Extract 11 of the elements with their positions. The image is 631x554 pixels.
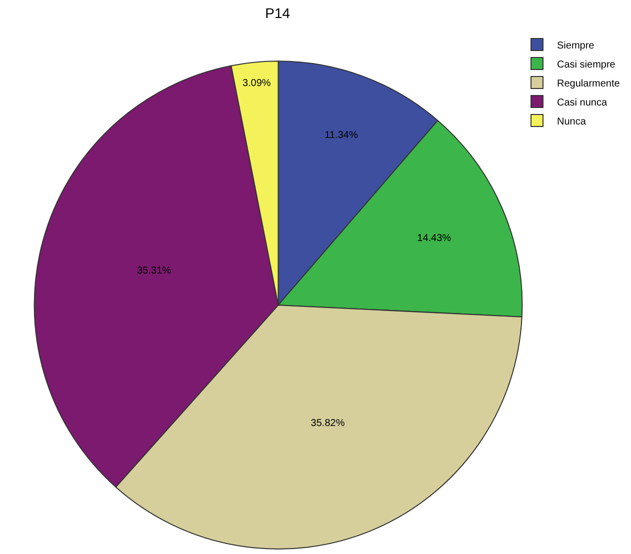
data-label: 3.09% bbox=[242, 78, 271, 90]
legend-label: Siempre bbox=[557, 40, 595, 52]
data-label: 35.82% bbox=[310, 418, 345, 429]
legend-label: Casi siempre bbox=[557, 59, 616, 70]
legend-label: Casi nunca bbox=[557, 97, 608, 108]
data-label: 35.31% bbox=[137, 266, 172, 277]
data-label: 11.34% bbox=[324, 130, 358, 142]
chart-title: P14 bbox=[265, 5, 290, 22]
legend-label: Nunca bbox=[557, 116, 586, 128]
data-label: 14.43% bbox=[417, 232, 452, 244]
legend-label: Regularmente bbox=[557, 78, 620, 90]
